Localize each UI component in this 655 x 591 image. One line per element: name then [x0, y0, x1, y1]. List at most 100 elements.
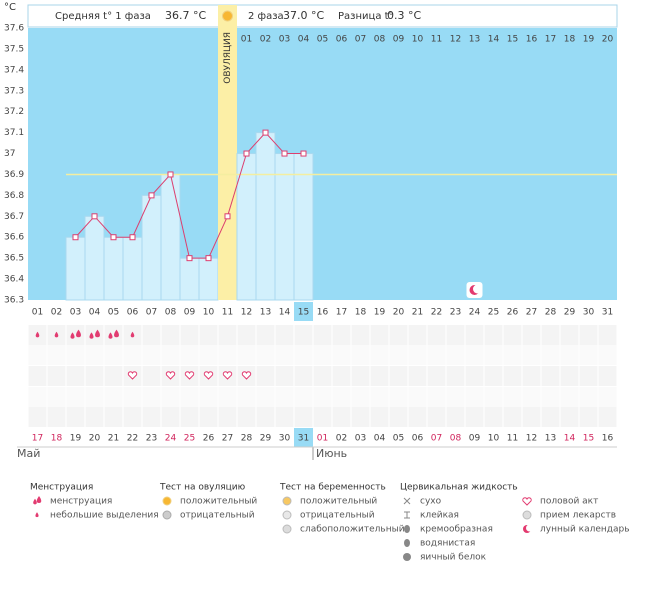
day-label: 26 [507, 308, 519, 318]
temp-bar [160, 173, 181, 301]
phase2-day: 13 [469, 35, 480, 45]
y-tick-label: 36.8 [4, 191, 24, 201]
y-tick-label: 36.4 [4, 275, 24, 285]
day-label: 04 [89, 308, 101, 318]
drop-icon [33, 498, 37, 505]
y-tick-label: 37.4 [4, 65, 24, 75]
drop-icon [108, 332, 113, 339]
calendar-date: 11 [507, 434, 518, 444]
day-label: 03 [70, 308, 81, 318]
calendar-date: 05 [393, 434, 404, 444]
temp-point [205, 255, 212, 262]
legend-item: отрицательный [300, 511, 375, 521]
calendar-date: 30 [279, 434, 291, 444]
phase2-day: 04 [298, 35, 310, 45]
legend-item: прием лекарств [540, 511, 616, 521]
today-highlight [294, 302, 313, 321]
y-tick-label: 37.2 [4, 107, 24, 117]
day-label: 18 [355, 308, 367, 318]
calendar-date: 24 [165, 434, 177, 444]
y-tick-label: 36.9 [4, 170, 24, 180]
drop-icon [35, 512, 39, 518]
legend-icon [282, 496, 292, 506]
drop-icon [76, 329, 81, 338]
legend-icon [404, 511, 410, 519]
day-label: 11 [222, 308, 233, 318]
legend-icon [282, 524, 292, 534]
day-label: 19 [374, 308, 386, 318]
legend-icon [162, 510, 172, 520]
calendar-date: 25 [184, 434, 195, 444]
symbol-row [28, 325, 617, 345]
legend-icon [522, 510, 532, 520]
phase2-day: 10 [412, 35, 424, 45]
legend-icon [404, 539, 410, 547]
day-label: 16 [317, 308, 329, 318]
legend-item: половой акт [540, 497, 598, 507]
day-label: 21 [412, 308, 423, 318]
heart-icon [184, 371, 195, 380]
temp-bar [84, 215, 105, 301]
diff-value: 0.3 °C [387, 9, 421, 22]
temp-bar [103, 236, 124, 301]
heart-icon [241, 371, 252, 380]
legend-item: яичный белок [420, 553, 487, 563]
day-label: 02 [51, 308, 62, 318]
calendar-date: 19 [70, 434, 82, 444]
legend-item: слабоположительный [300, 525, 405, 535]
phase2-day: 03 [279, 35, 290, 45]
calendar-date: 12 [526, 434, 537, 444]
temp-bar [65, 236, 86, 301]
calendar-date: 15 [583, 434, 594, 444]
phase2-day: 14 [488, 35, 500, 45]
legend-item: лунный календарь [540, 525, 630, 535]
temp-bar [274, 153, 295, 301]
legend-title: Цервикальная жидкость [400, 483, 518, 493]
legend-item: менструация [50, 497, 112, 507]
day-label: 28 [545, 308, 557, 318]
calendar-date: 06 [412, 434, 424, 444]
legend-icon [403, 497, 411, 505]
calendar-date: 02 [336, 434, 347, 444]
day-label: 06 [127, 308, 139, 318]
day-label: 17 [336, 308, 347, 318]
calendar-date: 31 [298, 434, 309, 444]
legend-icon [522, 497, 532, 506]
calendar-date: 22 [127, 434, 138, 444]
phase1-label: Средняя t° 1 фаза [55, 11, 151, 22]
day-label: 22 [431, 308, 442, 318]
day-label: 05 [108, 308, 119, 318]
legend-item: сухо [420, 497, 442, 507]
day-label: 27 [526, 308, 537, 318]
heart-icon [222, 371, 233, 380]
day-label: 13 [260, 308, 271, 318]
day-label: 08 [165, 308, 177, 318]
symbol-row [28, 366, 617, 386]
y-tick-label: 37.1 [4, 128, 24, 138]
y-tick-label: 37 [4, 149, 15, 159]
calendar-date: 20 [89, 434, 101, 444]
calendar-date: 07 [431, 434, 442, 444]
calendar-date: 28 [241, 434, 253, 444]
y-tick-label: 37.5 [4, 44, 24, 54]
temp-point [224, 213, 231, 220]
legend-icon [404, 525, 410, 533]
legend-item: небольшие выделения [50, 511, 159, 521]
legend-item: отрицательный [180, 511, 255, 521]
y-tick-label: 36.3 [4, 296, 24, 306]
day-label: 07 [146, 308, 157, 318]
day-label: 09 [184, 308, 196, 318]
heart-icon [203, 371, 214, 380]
temp-point [186, 255, 193, 262]
drop-icon [130, 331, 135, 338]
drop-icon [114, 329, 119, 338]
calendar-date: 03 [355, 434, 366, 444]
day-label: 23 [450, 308, 461, 318]
month-label: Июнь [316, 447, 347, 460]
calendar-date: 17 [32, 434, 43, 444]
phase2-day: 11 [431, 35, 442, 45]
temp-point [300, 150, 307, 157]
moon-cut [473, 284, 482, 294]
temp-point [262, 129, 269, 136]
